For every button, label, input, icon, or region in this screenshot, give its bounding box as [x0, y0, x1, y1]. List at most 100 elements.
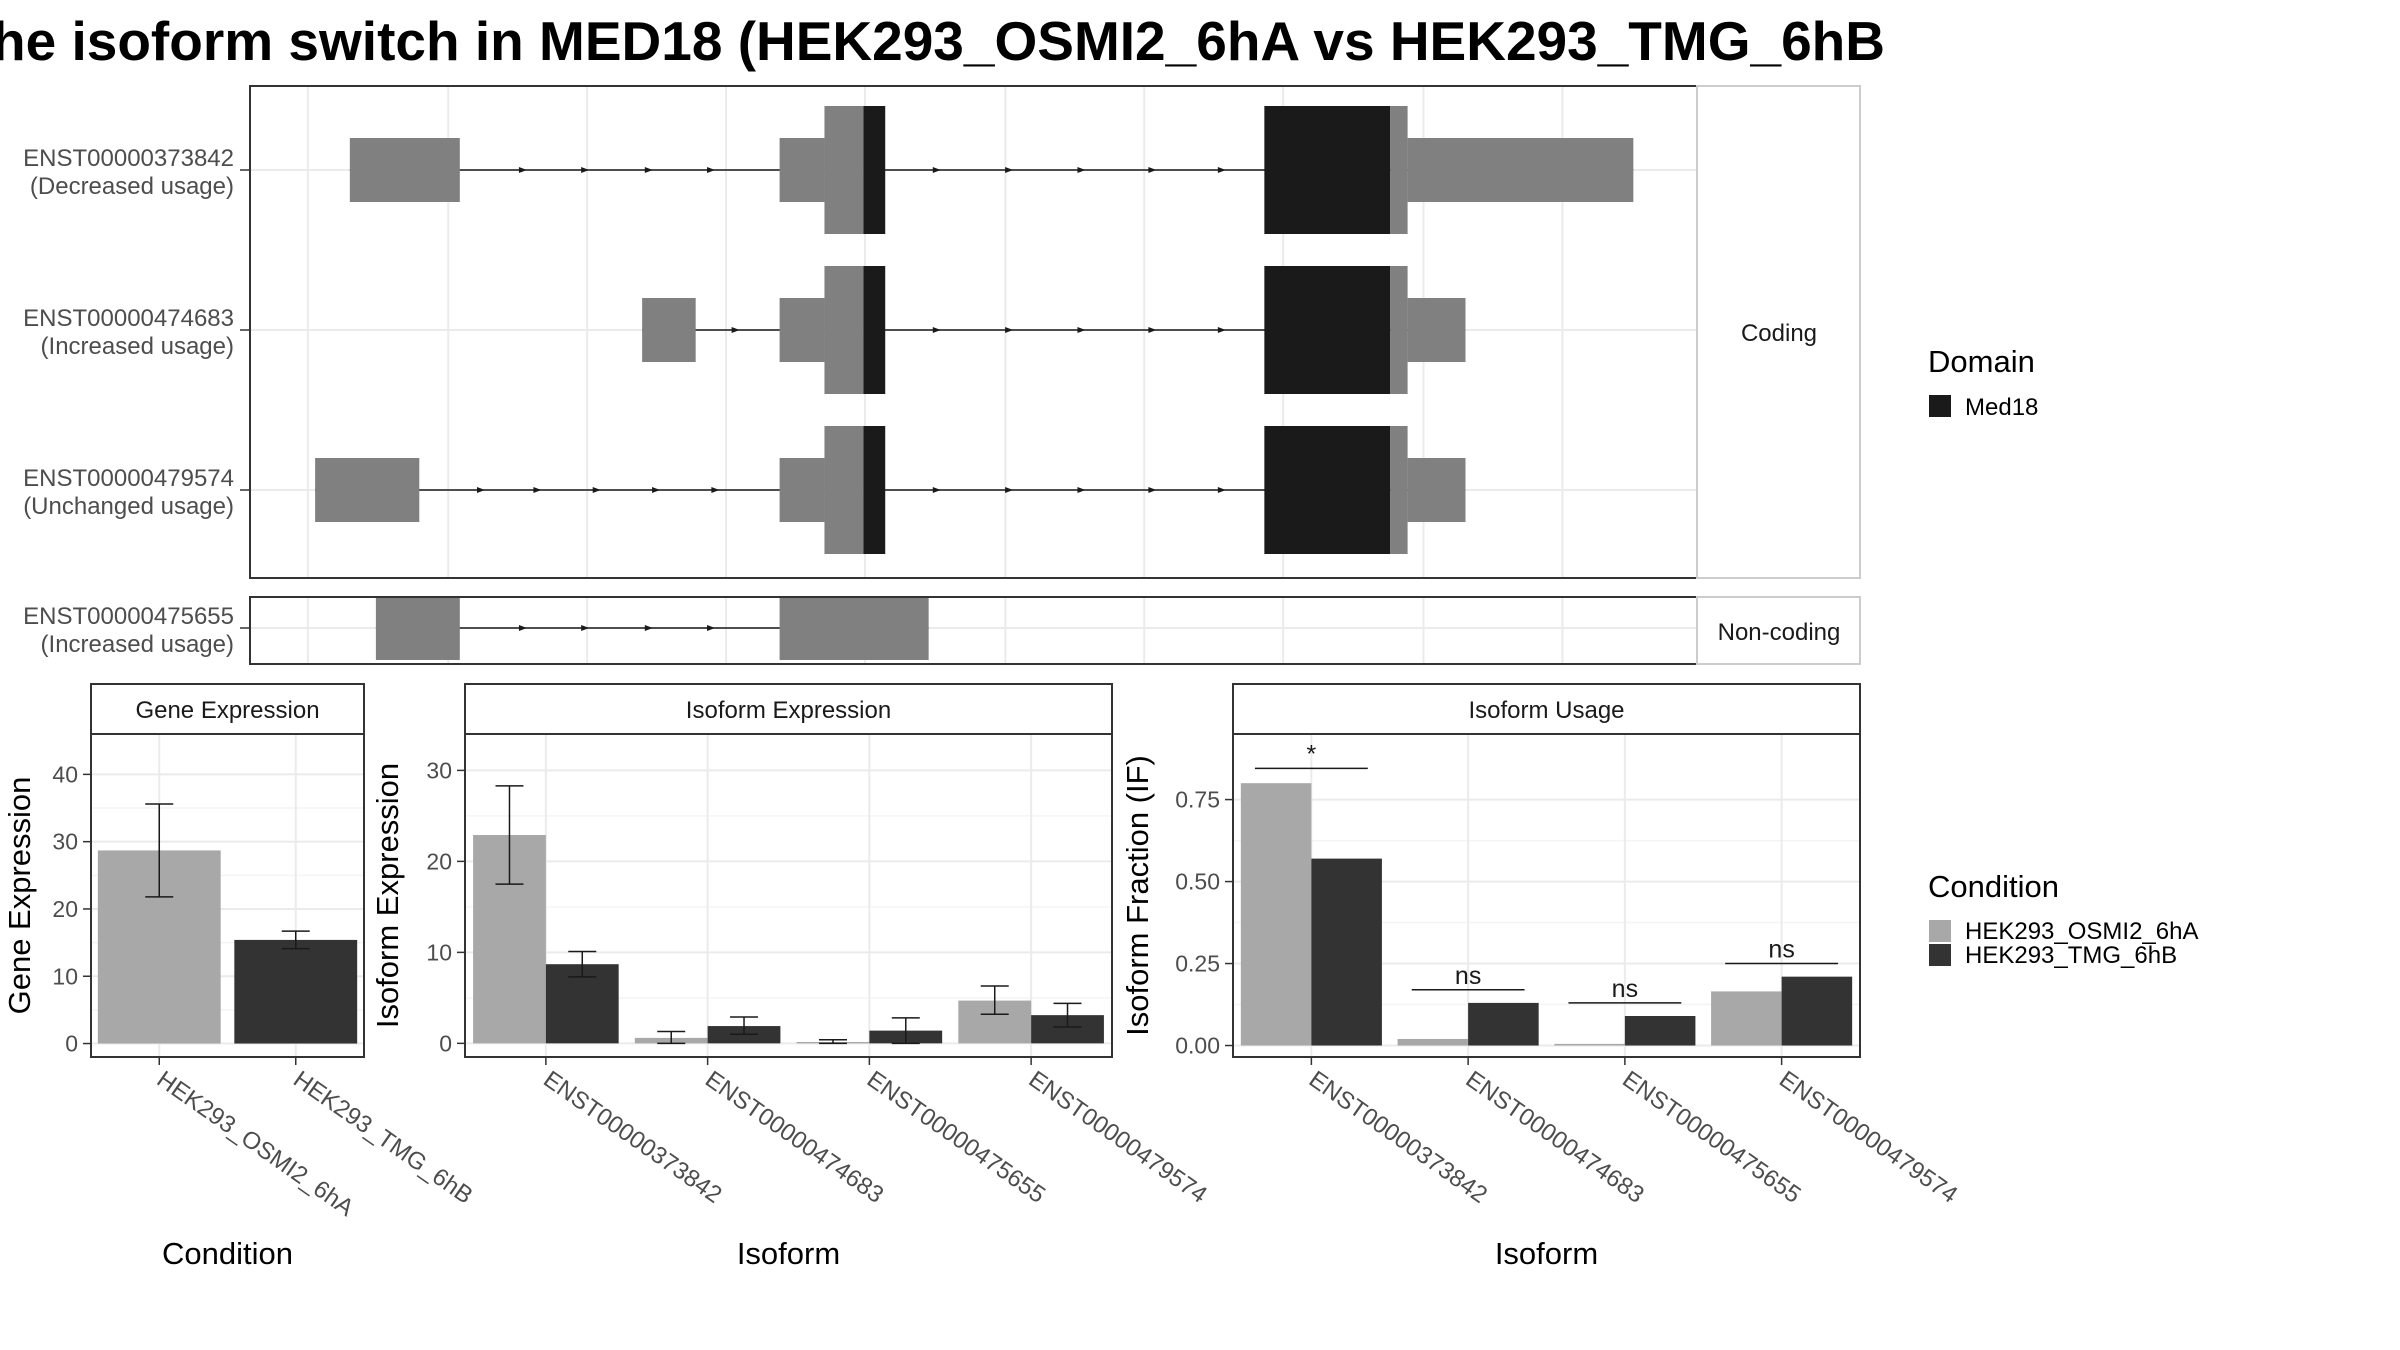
strand-arrow	[932, 167, 941, 173]
y-axis-title: Isoform Fraction (IF)	[1120, 755, 1155, 1036]
transcript-id-label: ENST00000475655	[23, 603, 234, 630]
y-tick-label: 10	[52, 963, 78, 989]
bar	[1240, 783, 1312, 1046]
strand-arrow	[1148, 167, 1157, 173]
strand-arrow	[592, 487, 601, 493]
strand-arrow	[707, 167, 716, 173]
domain-exon	[1264, 266, 1391, 394]
utr-exon	[824, 426, 864, 554]
y-tick-label: 0.25	[1175, 951, 1220, 977]
strand-arrow	[1005, 327, 1014, 333]
noncoding-panel	[250, 596, 1697, 664]
coding-strip-label: Coding	[1741, 320, 1817, 347]
domain-exon	[863, 106, 886, 234]
utr-exon	[1407, 138, 1634, 202]
legend-area: Domain Med18 Condition HEK293_OSMI2_6hAHEK2…	[1928, 344, 2198, 969]
transcript-id-label: ENST00000373842	[23, 145, 234, 172]
facet-strip	[1232, 683, 1861, 735]
utr-exon	[375, 596, 460, 660]
coding-panel	[250, 86, 1697, 578]
transcript-id-label: ENST00000474683	[23, 305, 234, 332]
bar	[1468, 1002, 1539, 1046]
utr-exon	[779, 458, 825, 522]
utr-exon	[1390, 426, 1408, 554]
y-tick-label: 40	[52, 761, 78, 787]
y-axis-title: Gene Expression	[2, 777, 37, 1015]
utr-exon	[779, 596, 929, 660]
utr-exon	[824, 106, 864, 234]
bar	[1711, 991, 1782, 1046]
condition-legend-swatch	[1929, 920, 1951, 942]
bar	[234, 939, 358, 1044]
strand-arrow	[533, 487, 542, 493]
transcript-ENST00000475655	[375, 596, 929, 660]
strand-arrow	[932, 327, 941, 333]
coding-strip	[1696, 85, 1861, 579]
y-tick-label: 0.50	[1175, 869, 1220, 895]
x-axis-title: Isoform	[1495, 1236, 1598, 1271]
y-tick-label: 0.75	[1175, 787, 1220, 813]
utr-exon	[1407, 298, 1466, 362]
strand-arrow	[581, 167, 590, 173]
y-tick-label: 0	[439, 1030, 452, 1056]
noncoding-strip-label: Non-coding	[1718, 619, 1841, 646]
x-tick-label: ENST00000479574	[1024, 1066, 1212, 1209]
strand-arrow	[1077, 167, 1086, 173]
bar	[1781, 976, 1853, 1046]
transcript-id-label: ENST00000479574	[23, 465, 234, 492]
condition-legend-title: Condition	[1928, 869, 2059, 904]
noncoding-strip	[1696, 596, 1861, 665]
facet-strip	[90, 683, 365, 735]
strand-arrow	[581, 625, 590, 631]
strand-arrow	[644, 625, 653, 631]
strand-arrow	[518, 625, 527, 631]
y-axis-title: Isoform Expression	[370, 763, 405, 1028]
condition-legend-label: HEK293_TMG_6hB	[1965, 942, 2177, 969]
transcript-usage-label: (Unchanged usage)	[23, 493, 234, 520]
chart-isoform-expression: 0 10 20 30 Isoform Expression ENST00000373842…	[370, 683, 1212, 1271]
transcript-usage-label: (Increased usage)	[41, 333, 234, 360]
domain-exon	[1264, 106, 1391, 234]
bar	[1624, 1016, 1696, 1046]
strand-arrow	[652, 487, 661, 493]
transcript-usage-label: (Decreased usage)	[30, 173, 234, 200]
y-tick-label: 0	[65, 1031, 78, 1057]
y-tick-label: 0.00	[1175, 1033, 1220, 1059]
strand-arrow	[932, 487, 941, 493]
bar	[1397, 1038, 1469, 1046]
strand-arrow	[1148, 487, 1157, 493]
x-tick-label: ENST00000474683	[700, 1066, 888, 1209]
strand-arrow	[1217, 167, 1226, 173]
domain-exon	[863, 266, 886, 394]
strand-arrow	[1217, 327, 1226, 333]
y-tick-label: 30	[52, 829, 78, 855]
strand-arrow	[707, 625, 716, 631]
strand-arrow	[731, 327, 740, 333]
utr-exon	[824, 266, 864, 394]
facet-strip-label: Isoform Expression	[686, 697, 891, 724]
bar	[1554, 1043, 1625, 1046]
utr-exon	[779, 138, 825, 202]
facet-strip-label: Gene Expression	[135, 697, 319, 724]
utr-exon	[1390, 106, 1408, 234]
transcript-ENST00000373842	[349, 106, 1634, 234]
domain-legend-label: Med18	[1965, 394, 2038, 421]
significance-label: ns	[1612, 975, 1638, 1003]
domain-exon	[1264, 426, 1391, 554]
strand-arrow	[711, 487, 720, 493]
x-axis-title: Condition	[162, 1236, 293, 1271]
significance-label: ns	[1768, 936, 1794, 964]
condition-legend-label: HEK293_OSMI2_6hA	[1965, 918, 2198, 945]
strand-arrow	[1077, 487, 1086, 493]
utr-exon	[315, 458, 420, 522]
x-axis-title: Isoform	[737, 1236, 840, 1271]
strand-arrow	[1005, 487, 1014, 493]
condition-legend-swatch	[1929, 944, 1951, 966]
facet-strip	[464, 683, 1113, 735]
x-tick-label: ENST00000373842	[538, 1066, 726, 1209]
utr-exon	[1390, 266, 1408, 394]
